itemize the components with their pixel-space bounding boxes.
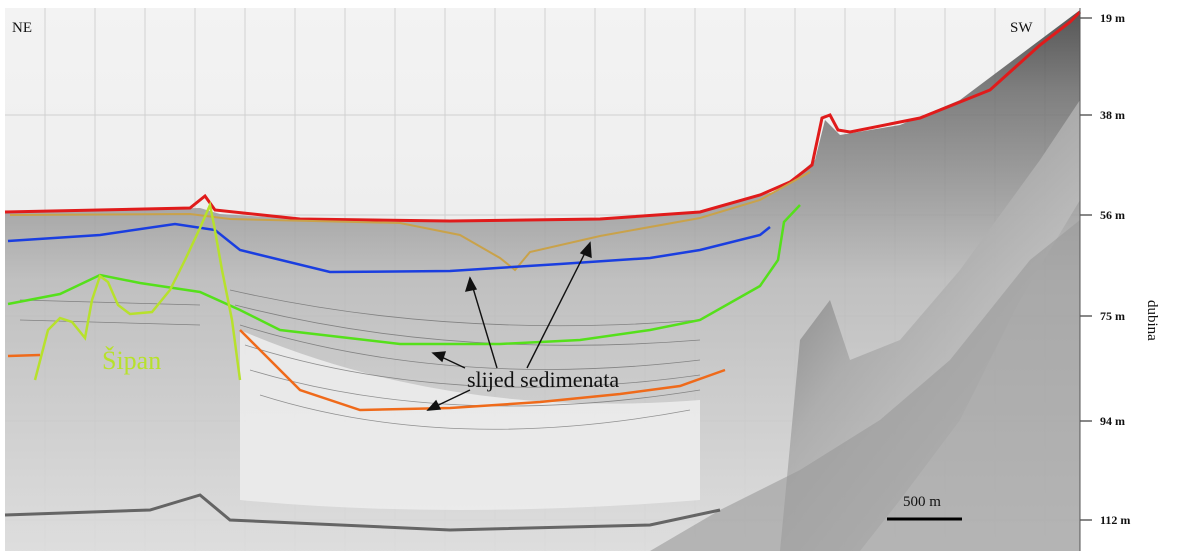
depth-tick-38: 38 m	[1100, 108, 1125, 122]
seafloor-multiple	[4, 493, 721, 532]
scale-bar-label: 500 m	[903, 494, 941, 510]
sipan-outline	[33, 200, 242, 381]
blue-reflector	[7, 222, 771, 274]
sediment-annotation: slijed sedimenata	[467, 367, 620, 392]
stratification	[19, 289, 701, 430]
sipan-label: Šipan	[102, 346, 162, 375]
annotation-arrows	[426, 241, 592, 411]
depth-tick-75: 75 m	[1100, 309, 1125, 323]
right-slope-lower	[650, 220, 1080, 551]
seafloor-reflector	[4, 10, 1082, 223]
depth-tick-19: 19 m	[1100, 11, 1125, 25]
orange-reflector	[7, 329, 726, 412]
sw-direction-label: SW	[1010, 20, 1033, 36]
depth-tick-112: 112 m	[1100, 513, 1131, 527]
green-reflector	[7, 204, 801, 346]
sediment-top-reflector	[9, 171, 811, 272]
lower-sediment	[240, 330, 700, 510]
depth-axis-title: dubina	[1144, 300, 1160, 341]
ne-direction-label: NE	[12, 20, 32, 36]
depth-tick-94: 94 m	[1100, 414, 1125, 428]
depth-tick-56: 56 m	[1100, 208, 1125, 222]
depth-ticks	[1080, 17, 1092, 521]
